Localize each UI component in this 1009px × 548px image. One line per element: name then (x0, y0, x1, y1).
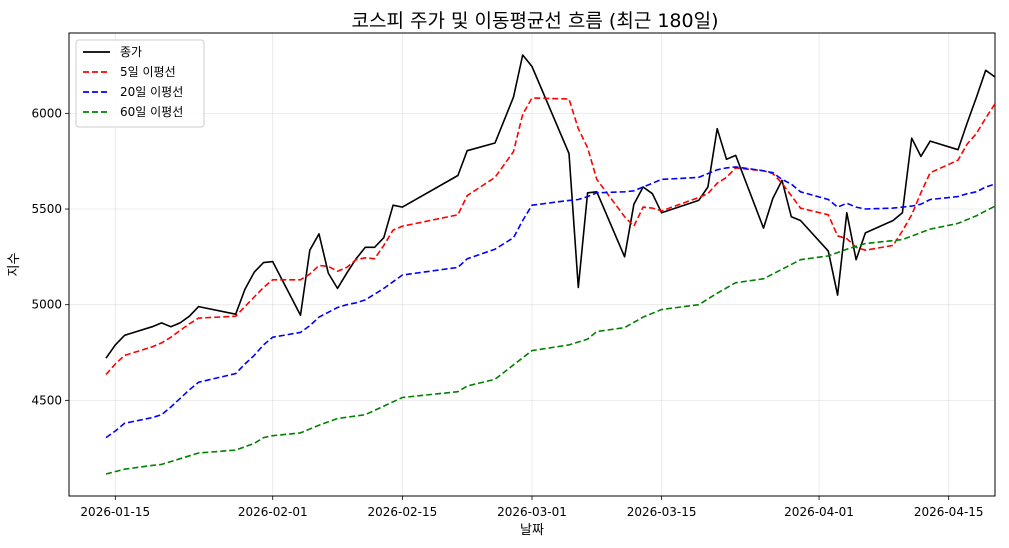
legend-label-0: 종가 (120, 45, 142, 59)
x-tick-label: 2026-02-01 (238, 505, 308, 519)
y-axis: 4500 5000 5500 6000 (31, 106, 69, 407)
x-tick-label: 2026-04-01 (784, 505, 854, 519)
series (106, 55, 995, 474)
y-tick-label: 6000 (31, 106, 62, 120)
grid (69, 33, 995, 496)
y-tick-label: 5000 (31, 298, 62, 312)
legend-label-1: 5일 이평선 (120, 65, 176, 79)
x-axis-label: 날짜 (520, 523, 544, 538)
y-tick-label: 4500 (31, 393, 62, 407)
x-tick-label: 2026-04-15 (914, 505, 984, 519)
x-tick-label: 2026-01-15 (80, 505, 150, 519)
y-axis-label: 지수 (7, 253, 22, 277)
series-line-3 (106, 206, 995, 474)
x-axis: 2026-01-15 2026-02-01 2026-02-15 2026-03-01… (80, 496, 983, 519)
series-line-1 (106, 98, 995, 375)
x-tick-label: 2026-03-15 (627, 505, 697, 519)
series-line-0 (106, 55, 995, 358)
x-tick-label: 2026-02-15 (367, 505, 437, 519)
legend: 종가 5일 이평선 20일 이평선 60일 이평선 (76, 40, 204, 127)
x-tick-label: 2026-03-01 (497, 505, 567, 519)
y-tick-label: 5500 (31, 202, 62, 216)
legend-label-3: 60일 이평선 (120, 105, 183, 119)
legend-label-2: 20일 이평선 (120, 85, 183, 99)
chart-title: 코스피 주가 및 이동평균선 흐름 (최근 180일) (351, 10, 718, 32)
